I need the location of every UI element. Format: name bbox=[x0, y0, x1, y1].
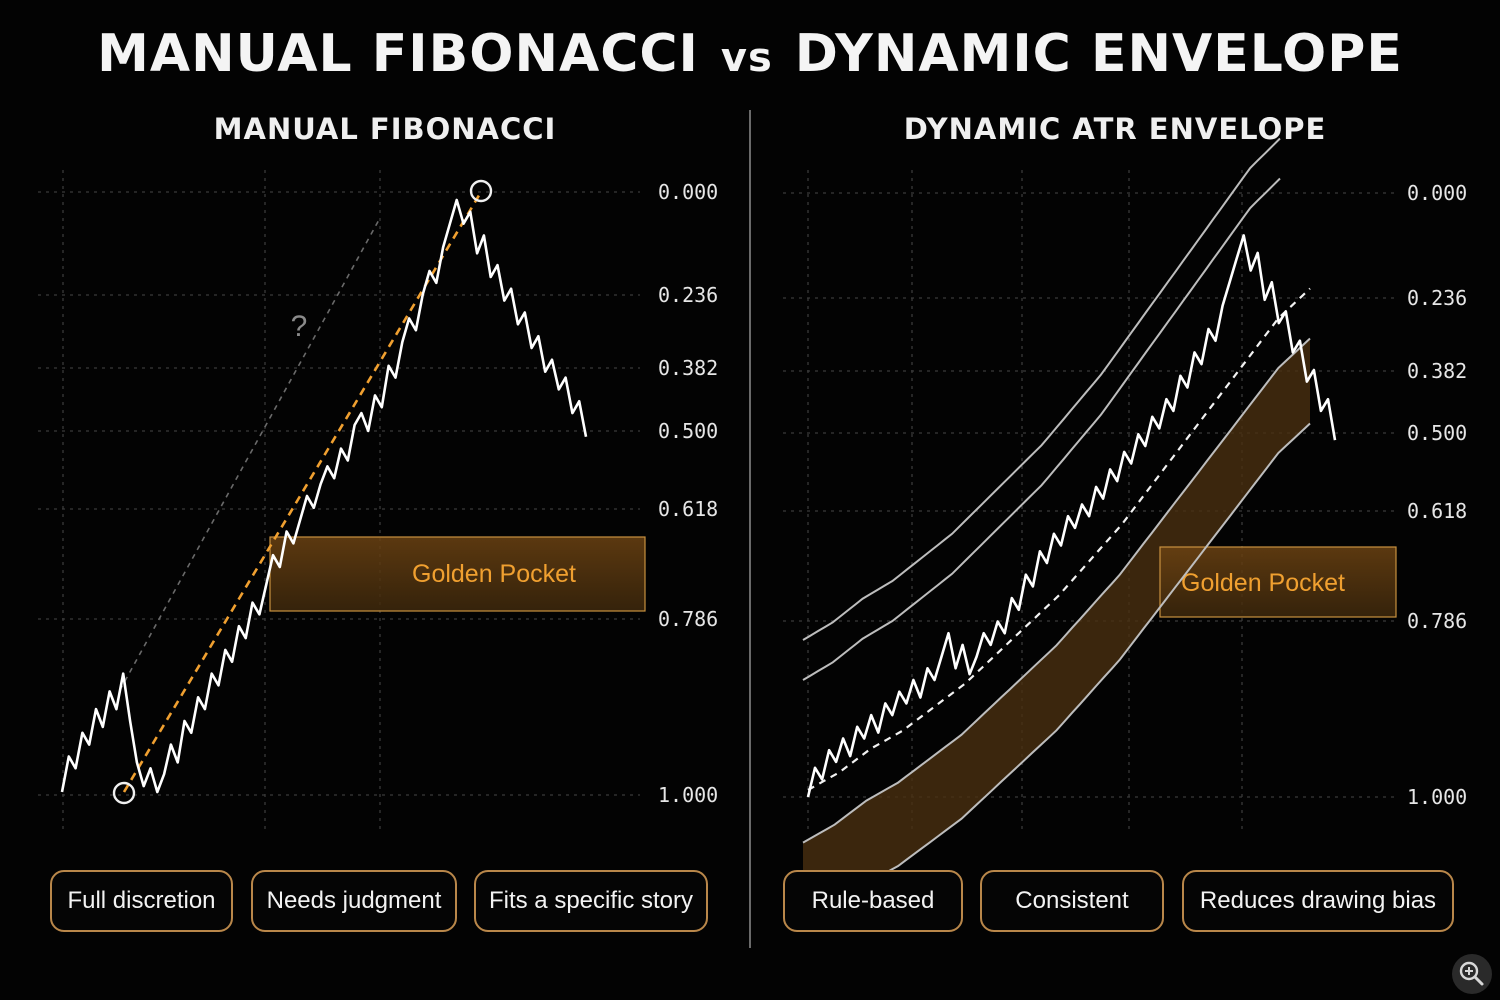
fib-level-label: 1.000 bbox=[1407, 785, 1467, 809]
question-mark: ? bbox=[291, 310, 308, 343]
price-line bbox=[806, 234, 1337, 798]
right-chart: 0.000 0.236 0.382 0.500 0.618 0.786 1.000 Golde… bbox=[783, 137, 1467, 926]
golden-pocket-zone bbox=[269, 536, 646, 612]
zoom-in-glyph bbox=[1459, 961, 1484, 986]
title-right: DYNAMIC ENVELOPE bbox=[794, 24, 1403, 84]
fib-level-label: 0.618 bbox=[658, 497, 718, 521]
golden-pocket-zone bbox=[1159, 546, 1397, 618]
left-chart: 0.000 0.236 0.382 0.500 0.618 0.786 1.000 Golde… bbox=[38, 170, 718, 830]
envelope-pocket-band bbox=[803, 338, 1310, 925]
pill-full-discretion: Full discretion bbox=[50, 870, 233, 932]
fib-level-label: 0.382 bbox=[658, 356, 718, 380]
fib-level-label: 0.000 bbox=[1407, 181, 1467, 205]
fib-level-label: 0.382 bbox=[1407, 359, 1467, 383]
fib-level-label: 0.618 bbox=[1407, 499, 1467, 523]
swing-high-marker bbox=[469, 179, 493, 203]
pill-rule-based: Rule-based bbox=[783, 870, 963, 932]
pill-fits-story: Fits a specific story bbox=[474, 870, 708, 932]
fib-level-label: 0.000 bbox=[658, 180, 718, 204]
right-panel-title: DYNAMIC ATR ENVELOPE bbox=[903, 112, 1327, 146]
upper-envelope-outer bbox=[802, 137, 1281, 641]
fib-level-label: 1.000 bbox=[658, 783, 718, 807]
fib-level-label: 0.236 bbox=[1407, 286, 1467, 310]
upper-envelope-inner bbox=[802, 177, 1281, 681]
panel-divider bbox=[749, 110, 751, 948]
fib-level-label: 0.786 bbox=[658, 607, 718, 631]
pill-consistent: Consistent bbox=[980, 870, 1164, 932]
golden-pocket-label: Golden Pocket bbox=[1181, 569, 1345, 597]
main-title: MANUAL FIBONACCI vs DYNAMIC ENVELOPE bbox=[0, 24, 1500, 84]
zoom-in-icon[interactable] bbox=[1452, 954, 1492, 994]
pill-reduces-bias: Reduces drawing bias bbox=[1182, 870, 1454, 932]
pill-needs-judgment: Needs judgment bbox=[251, 870, 457, 932]
price-line bbox=[60, 198, 588, 794]
envelope-midline bbox=[807, 287, 1311, 791]
fib-level-label: 0.786 bbox=[1407, 609, 1467, 633]
fib-level-label: 0.500 bbox=[658, 419, 718, 443]
lower-envelope-inner bbox=[802, 337, 1311, 844]
fib-level-label: 0.500 bbox=[1407, 421, 1467, 445]
title-left: MANUAL FIBONACCI bbox=[97, 24, 699, 84]
left-panel-title: MANUAL FIBONACCI bbox=[213, 112, 557, 146]
title-vs: vs bbox=[720, 35, 773, 81]
fib-level-label: 0.236 bbox=[658, 283, 718, 307]
swing-low-marker bbox=[112, 781, 136, 805]
golden-pocket-label: Golden Pocket bbox=[412, 560, 576, 588]
fib-swing-line bbox=[122, 191, 483, 793]
